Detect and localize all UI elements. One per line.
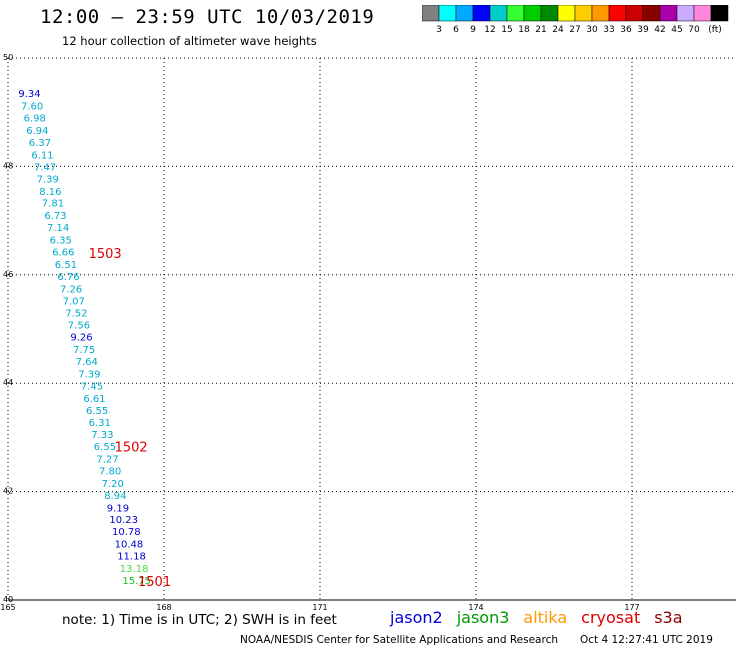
wave-height-point: 6.98 [24,114,46,125]
colorbar-tick-label: 15 [501,25,512,35]
y-tick-label: 48 [3,161,13,170]
wave-height-point: 10.23 [109,515,138,526]
wave-height-point: 9.19 [107,503,129,514]
wave-height-point: 7.64 [76,357,98,368]
wave-height-point: 6.76 [57,272,79,283]
colorbar-tick-label: 9 [470,25,476,35]
y-tick-label: 50 [3,53,13,62]
wave-height-point: 7.14 [47,223,69,234]
y-tick-label: 40 [3,595,13,604]
x-tick-label: 168 [156,603,171,612]
wave-height-point: 10.48 [115,540,144,551]
x-tick-label: 177 [624,603,639,612]
wave-height-point: 13.18 [120,564,149,575]
wave-height-point: 6.37 [29,138,51,149]
wave-height-map: 165 168 171 174 1774042444648509.347.606.986… [0,53,736,612]
wave-height-point: 7.80 [99,466,121,477]
satellite-legend-entry: s3a [654,608,683,627]
wave-height-point: 7.33 [91,430,113,441]
wave-height-point: 10.78 [112,527,141,538]
wave-height-point: 7.60 [21,102,43,113]
x-tick-label: 171 [312,603,327,612]
satellite-legend: jason2 jason3 altika cryosat s3a [390,608,697,627]
wave-height-point: 15.75 [122,576,151,587]
colorbar-tick-label: 18 [518,25,530,35]
wave-height-point: 8.16 [39,187,61,198]
wave-height-point: 9.34 [18,89,40,100]
wave-height-point: 7.56 [68,321,90,332]
pass-time-annotation: 1501 [138,575,171,590]
satellite-legend-entry: jason2 [390,608,443,627]
wave-height-point: 6.61 [83,394,105,405]
satellite-legend-entry: jason3 [456,608,510,627]
wave-height-point: 8.94 [104,491,126,502]
colorbar-tick-label: 30 [586,25,598,35]
colorbar-tick-label: 27 [569,25,580,35]
colorbar-tick-label: 6 [453,25,459,35]
x-tick-label: 165 [0,603,15,612]
wave-height-point: 7.52 [65,309,87,320]
colorbar-unit-label: (ft) [708,25,722,35]
pass-time-annotation: 1503 [89,247,122,262]
satellite-legend-entry: altika [523,608,568,627]
wave-height-point: 7.07 [63,296,85,307]
wave-height-point: 6.55 [94,442,116,453]
colorbar-tick-label: 70 [688,25,700,35]
pass-time-annotation: 1502 [115,441,148,456]
wave-height-point: 11.18 [117,552,146,563]
colorbar-tick-label: 39 [637,25,649,35]
wave-height-point: 7.45 [81,381,103,392]
colorbar-tick-label: 3 [436,25,442,35]
wave-height-point: 6.73 [44,211,66,222]
wave-height-point: 7.75 [73,345,95,356]
colorbar-tick-label: 42 [654,25,665,35]
wave-height-point: 7.26 [60,284,82,295]
credit-line: NOAA/NESDIS Center for Satellite Applica… [240,634,558,646]
colorbar-tick-label: 21 [535,25,546,35]
satellite-legend-entry: cryosat [581,608,641,627]
wave-height-point: 9.26 [70,333,92,344]
chart-title: 12:00 – 23:59 UTC 10/03/2019 [40,6,375,28]
wave-height-point: 6.66 [52,247,74,258]
x-tick-label: 174 [468,603,483,612]
y-tick-label: 44 [3,378,13,387]
wave-height-point: 7.39 [78,369,100,380]
wave-height-point: 6.11 [31,150,53,161]
footer-note: note: 1) Time is in UTC; 2) SWH is in fe… [62,612,337,628]
colorbar-tick-label: 36 [620,25,632,35]
wave-height-point: 7.47 [34,162,56,173]
wave-height-colorbar: 3 6 9 12 15 18 21 24 27 30 33 36 39 42 45 70 (ft) [422,5,729,35]
chart-subtitle: 12 hour collection of altimeter wave hei… [62,34,317,48]
colorbar-swatch [710,5,729,22]
colorbar-tick-label: 45 [671,25,682,35]
generated-timestamp: Oct 4 12:27:41 UTC 2019 [580,634,713,646]
wave-height-point: 7.39 [37,174,59,185]
wave-height-point: 7.27 [96,455,118,466]
y-tick-label: 46 [3,270,13,279]
colorbar-tick-label: 24 [552,25,564,35]
wave-height-point: 7.81 [42,199,64,210]
wave-height-point: 6.51 [55,260,77,271]
wave-height-point: 6.35 [50,236,72,247]
colorbar-tick-label: 33 [603,25,614,35]
y-tick-label: 42 [3,487,13,496]
wave-height-point: 7.20 [102,479,124,490]
colorbar-tick-label: 12 [484,25,495,35]
wave-height-point: 6.94 [26,126,48,137]
wave-height-point: 6.55 [86,406,108,417]
wave-height-point: 6.31 [89,418,111,429]
